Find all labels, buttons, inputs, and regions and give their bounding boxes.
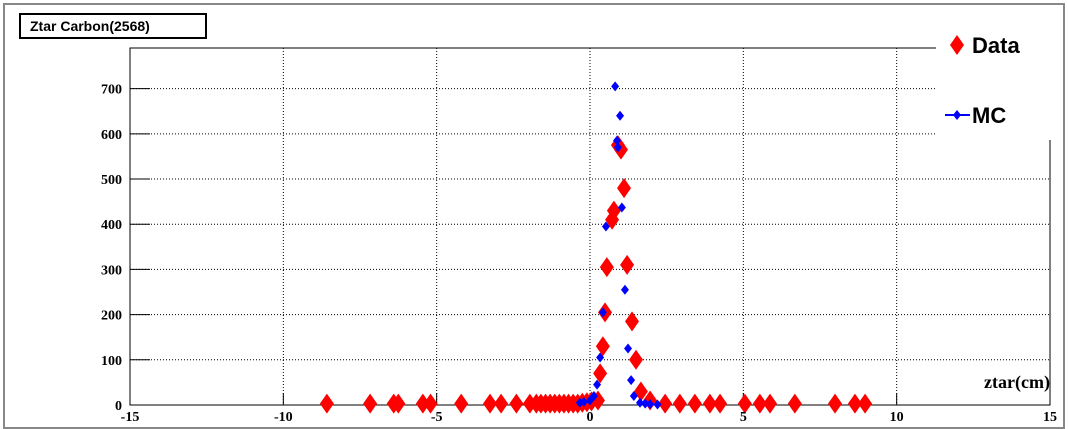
point [625,311,640,332]
point [629,390,638,401]
x-tick-label: -15 [121,410,140,425]
point [601,221,610,232]
point [611,81,620,92]
point [612,135,621,146]
x-axis-label: ztar(cm) [984,372,1050,393]
point [620,284,629,295]
point [596,352,605,363]
y-tick-label: 700 [101,83,122,98]
point [828,393,843,414]
y-tick-label: 100 [101,354,122,369]
point [483,393,498,414]
point [593,379,602,390]
point [629,349,643,370]
x-tick-label: -5 [431,410,443,425]
point [599,257,614,278]
point [595,336,610,357]
point [589,390,598,401]
point [646,399,655,410]
legend-marker [950,35,964,55]
point [617,178,632,199]
point [627,375,636,386]
y-tick-label: 0 [115,399,122,414]
point [613,142,622,153]
legend-label: Data [972,33,1020,58]
x-tick-label: 0 [587,410,594,425]
y-tick-label: 200 [101,309,122,324]
x-tick-label: 15 [1043,410,1057,425]
point [641,398,650,409]
y-tick-label: 600 [101,128,122,143]
point [737,393,752,414]
point [624,343,633,354]
point [658,393,673,414]
point [319,393,334,414]
legend-marker [953,110,961,120]
point [687,393,702,414]
x-tick-label: 5 [740,410,747,425]
point [752,393,767,414]
point [620,254,635,275]
point [454,393,469,414]
point [713,393,728,414]
point [787,393,802,414]
point [617,202,626,213]
point [606,200,621,221]
point [598,307,607,318]
point [579,396,588,407]
point [415,393,430,414]
y-tick-label: 500 [101,173,122,188]
point [423,393,438,414]
title-box [19,13,207,39]
point [858,393,873,414]
legend-label: MC [972,103,1006,128]
frame [3,3,1065,429]
point [509,393,524,414]
point [672,393,687,414]
point [593,363,608,384]
x-tick-label: 10 [890,410,904,425]
x-tick-label: -10 [274,410,293,425]
point [363,393,378,414]
point [763,393,778,414]
point [653,399,662,410]
point [616,110,625,121]
point [847,393,862,414]
y-tick-label: 400 [101,218,122,233]
point [702,393,717,414]
y-tick-label: 300 [101,263,122,278]
point [635,397,644,408]
point [391,393,406,414]
point [494,393,509,414]
chart-title: Ztar Carbon(2568) [30,18,150,34]
